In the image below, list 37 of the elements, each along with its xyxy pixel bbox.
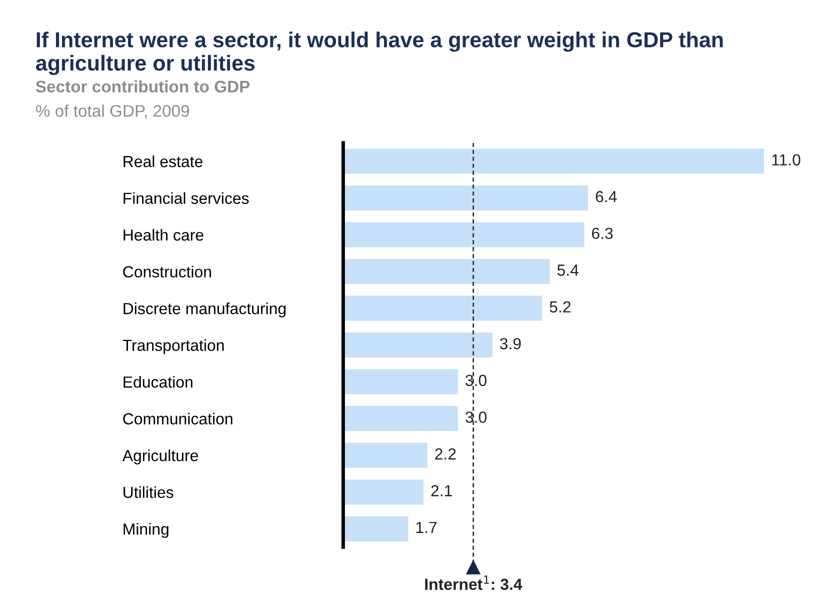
y-tick-label: Discrete manufacturing bbox=[124, 302, 286, 318]
y-tick-label: Real estate bbox=[124, 155, 202, 168]
bar bbox=[343, 148, 764, 174]
bar bbox=[343, 186, 588, 211]
bar bbox=[343, 516, 408, 542]
y-tick-label: Education bbox=[124, 376, 192, 388]
bar bbox=[343, 332, 492, 358]
bar bbox=[343, 259, 550, 284]
x-axis-title: % of total GDP, 2009 bbox=[36, 104, 190, 119]
data-label: 2.1 bbox=[431, 485, 452, 496]
ref-line-label: Internet$^{1}$: 3.4 bbox=[425, 576, 522, 590]
y-tick-label: Communication bbox=[123, 412, 232, 424]
text: Sector contribution to GDP bbox=[36, 80, 250, 92]
bar bbox=[343, 442, 428, 468]
data-label: 2.2 bbox=[435, 448, 456, 460]
data-label: 6.3 bbox=[592, 228, 613, 240]
bar bbox=[343, 406, 458, 432]
bar bbox=[343, 369, 458, 394]
bar bbox=[343, 480, 424, 505]
y-tick-label: Mining bbox=[124, 523, 168, 538]
chart-title: If Internet were a sector, it would have a greater weight in GDP than agriculture or utilities bbox=[36, 32, 723, 76]
data-label: 11.0 bbox=[772, 154, 800, 166]
bar bbox=[343, 296, 542, 321]
y-tick-label: Health care bbox=[124, 228, 204, 241]
bar bbox=[343, 222, 584, 248]
y-tick-label: Agriculture bbox=[122, 450, 198, 464]
data-label: 5.2 bbox=[550, 301, 571, 313]
y-tick-label: Utilities bbox=[124, 486, 174, 498]
y-tick-label: Transportation bbox=[122, 339, 224, 354]
data-label: 3.9 bbox=[500, 338, 521, 350]
y-tick-label: Financial services bbox=[124, 192, 249, 204]
y-tick-label: Construction bbox=[123, 266, 211, 278]
data-label: 6.4 bbox=[596, 190, 617, 202]
data-label: 3.0 bbox=[466, 412, 487, 423]
data-label: 1.7 bbox=[416, 522, 437, 533]
data-label: 5.4 bbox=[557, 264, 578, 276]
data-label: 3.0 bbox=[466, 374, 487, 386]
